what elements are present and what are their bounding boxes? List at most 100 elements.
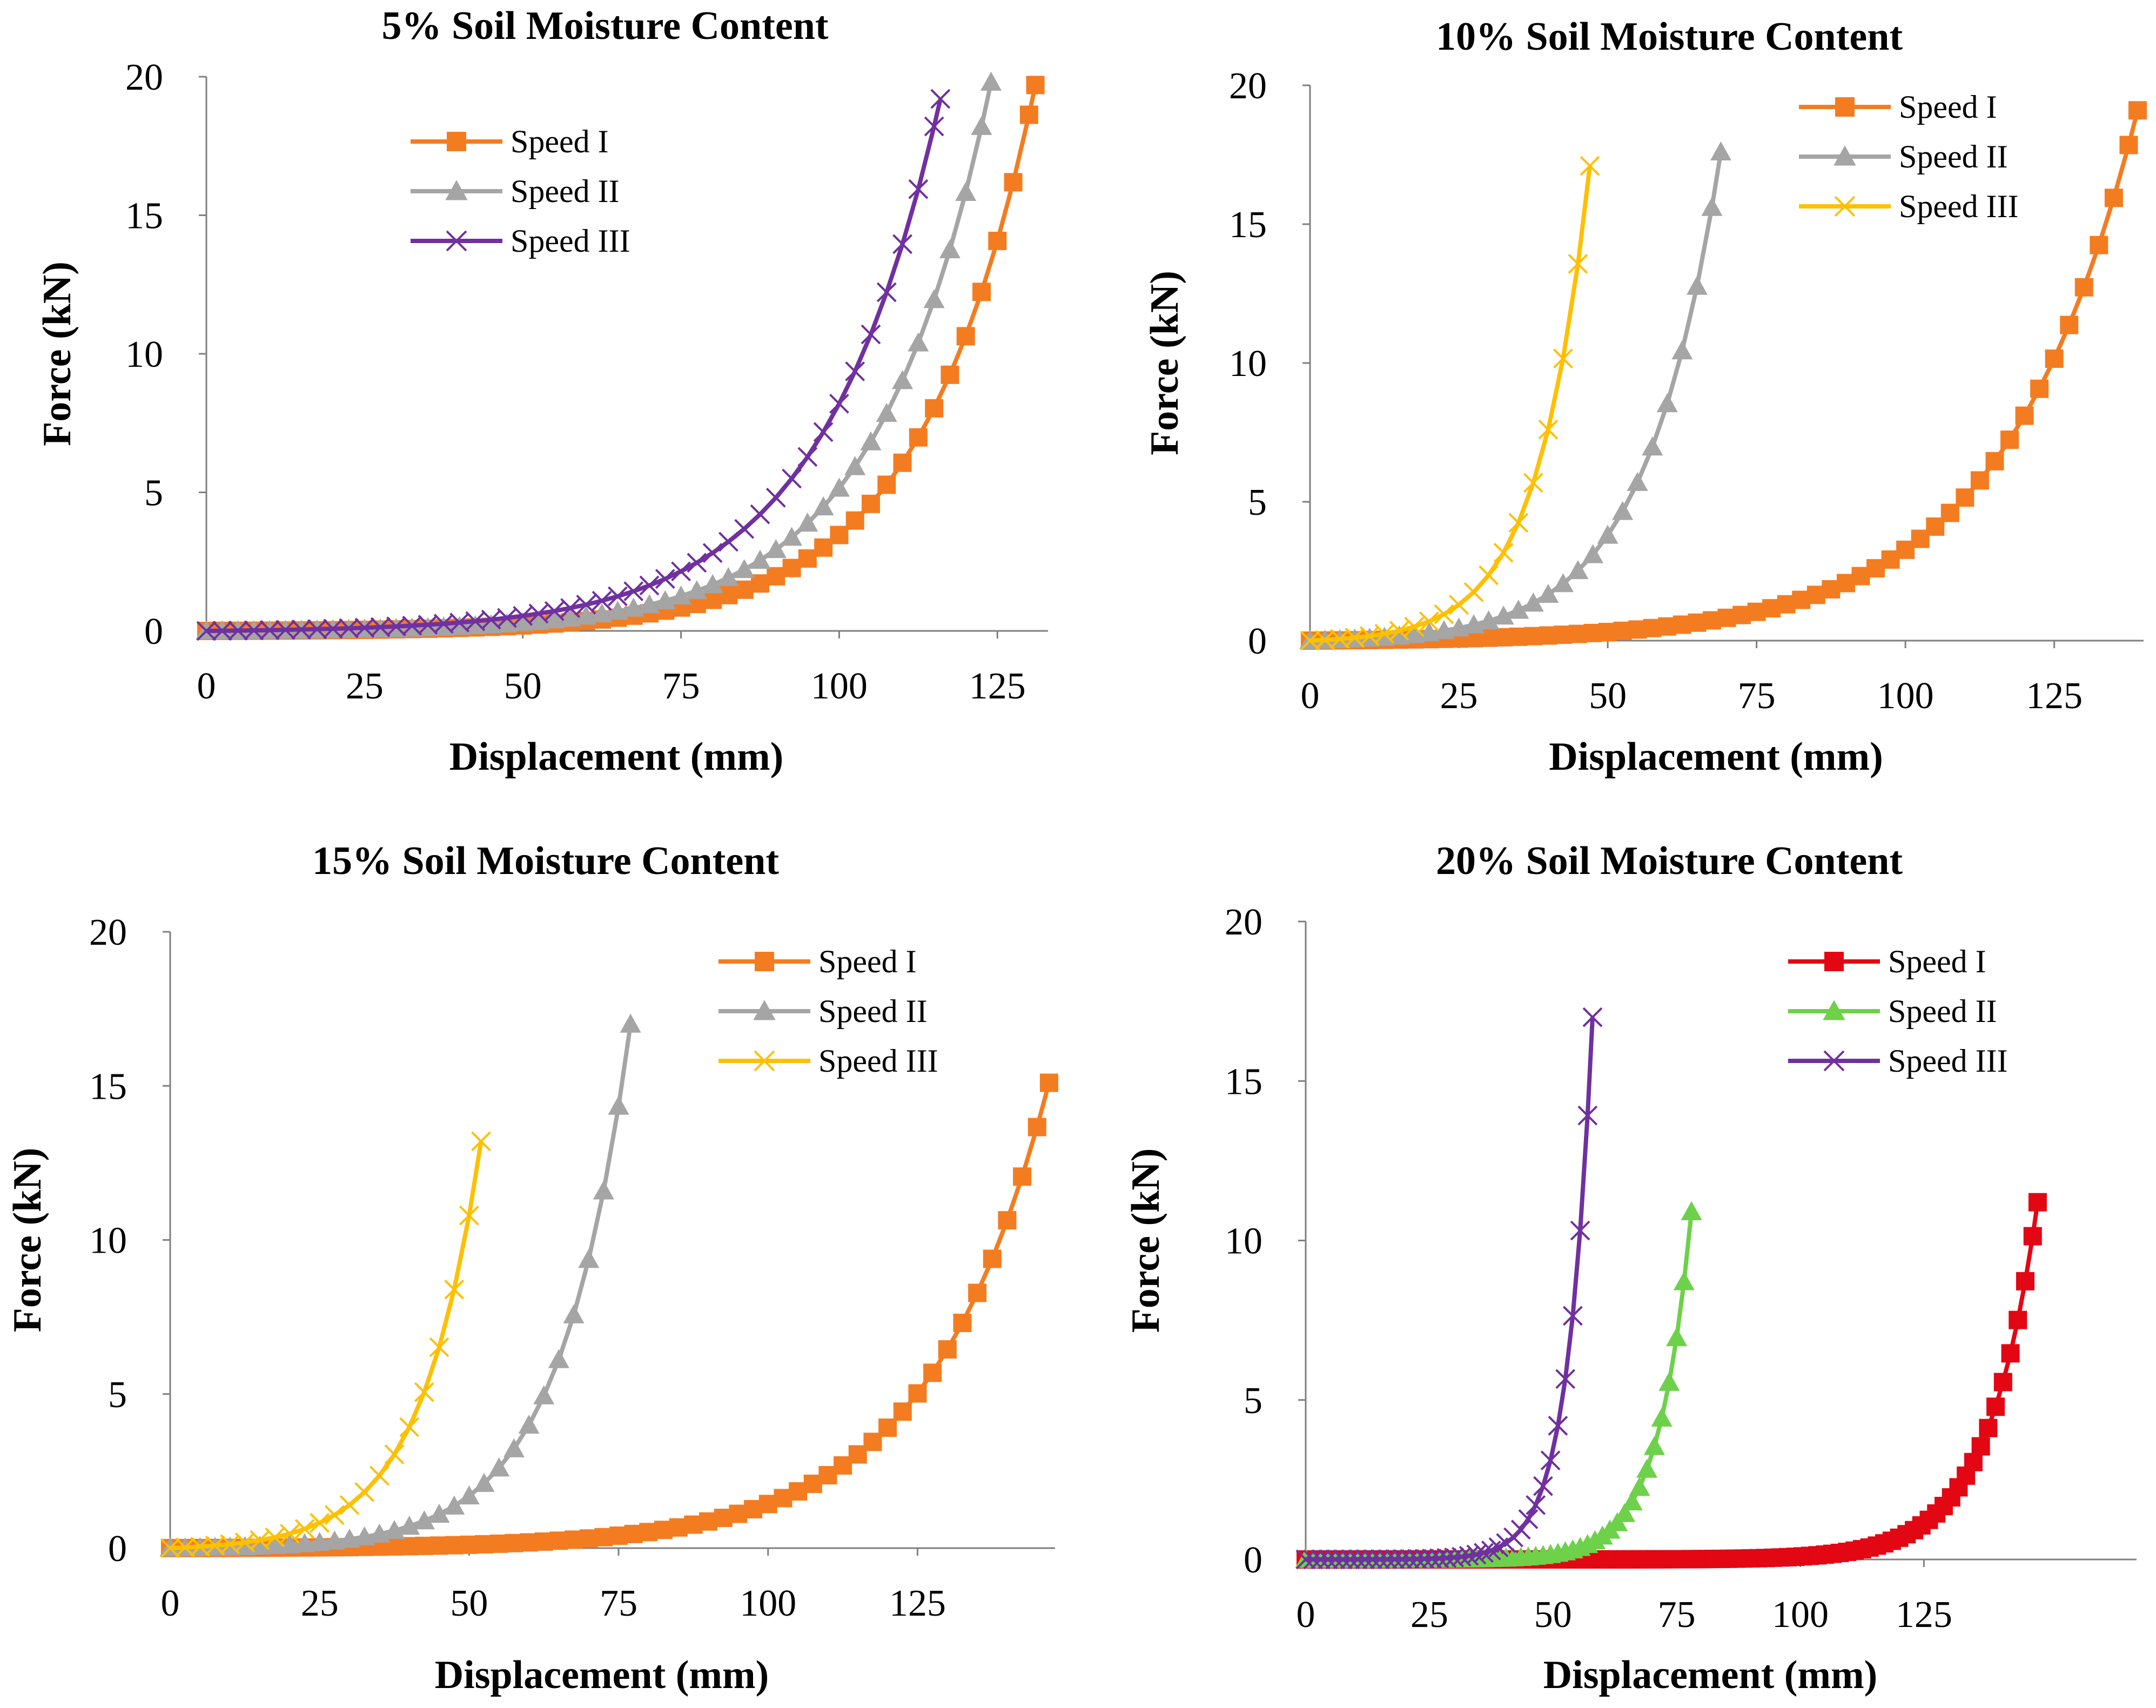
data-point (497, 608, 517, 628)
data-point (264, 1535, 286, 1554)
data-point (983, 1249, 1002, 1268)
data-point (749, 549, 771, 569)
data-point (1385, 1549, 1405, 1570)
data-point (2045, 349, 2064, 368)
data-point (1026, 76, 1045, 95)
data-point (548, 1349, 569, 1368)
data-point (1325, 1549, 1346, 1570)
data-point (717, 567, 739, 587)
y-axis-title: Force (kN) (35, 261, 79, 446)
data-point (971, 116, 992, 135)
data-point (1369, 1549, 1390, 1570)
data-point (797, 447, 818, 467)
data-point (1419, 611, 1439, 631)
data-point (1403, 624, 1425, 643)
x-tick-label: 75 (662, 665, 700, 707)
data-point (175, 1537, 196, 1558)
data-point (2016, 1272, 2035, 1290)
x-tick-label: 0 (197, 665, 216, 707)
legend: Speed I Speed II Speed III (1788, 944, 2008, 1079)
data-point (1570, 1220, 1590, 1241)
data-point (781, 527, 803, 546)
data-point (1377, 1549, 1398, 1570)
y-tick-label: 15 (125, 196, 163, 237)
data-point (1295, 1549, 1316, 1570)
legend-label: Speed III (1899, 189, 2019, 224)
legend-marker (1824, 952, 1844, 971)
y-tick-label: 0 (1244, 1539, 1262, 1581)
data-point (480, 614, 502, 634)
data-point (560, 598, 580, 618)
x-tick-label: 0 (161, 1583, 180, 1624)
data-point (1013, 1167, 1032, 1186)
data-point (1508, 513, 1529, 533)
legend-label: Speed II (1899, 139, 2008, 174)
data-point (294, 1519, 315, 1539)
legend-marker (754, 1050, 775, 1072)
y-tick-label: 10 (1225, 1221, 1262, 1262)
data-point (1300, 630, 1320, 651)
data-point (923, 1363, 942, 1382)
data-point (592, 590, 612, 611)
data-point (782, 468, 802, 489)
chart-panel-3: 15% Soil Moisture Content 0 5 10 15 20 0 25 50 75… (5, 839, 1058, 1697)
data-point (1434, 604, 1454, 624)
data-point (1347, 1549, 1368, 1570)
data-point (1399, 1549, 1420, 1569)
legend-marker (446, 230, 467, 252)
y-tick-label: 5 (1248, 482, 1267, 523)
data-point (782, 559, 801, 577)
data-point (797, 513, 818, 532)
x-tick-label: 125 (1896, 1594, 1952, 1636)
chart-panel-1: 5% Soil Moisture Content 0 5 10 15 20 0 25 50 75 1… (35, 4, 1048, 779)
series-1 (1301, 101, 2147, 650)
x-tick-label: 25 (346, 665, 384, 707)
data-point (458, 1485, 480, 1505)
data-point (1956, 488, 1974, 507)
legend: Speed I Speed II Speed III (718, 944, 938, 1079)
data-point (1039, 1073, 1058, 1092)
data-point (1686, 275, 1708, 295)
data-point (1621, 1491, 1643, 1511)
data-point (2119, 136, 2138, 154)
data-point (384, 1444, 405, 1464)
data-point (1710, 141, 1732, 160)
data-point (575, 606, 597, 625)
data-point (1027, 1118, 1046, 1137)
data-point (735, 580, 754, 599)
data-point (369, 1465, 389, 1486)
data-point (876, 402, 897, 422)
data-point (324, 1505, 345, 1525)
data-point (1971, 1437, 1990, 1456)
data-point (686, 580, 708, 600)
data-point (980, 71, 1002, 91)
data-point (1526, 1495, 1546, 1515)
data-point (518, 1414, 540, 1434)
data-point (279, 1523, 300, 1544)
x-tick-label: 0 (1297, 1594, 1315, 1636)
data-point (1582, 1007, 1603, 1027)
legend: Speed I Speed II Speed III (411, 124, 630, 259)
data-point (1518, 1509, 1539, 1529)
data-point (560, 607, 581, 627)
data-point (2128, 101, 2147, 120)
data-point (953, 1314, 972, 1333)
data-point (876, 282, 897, 302)
data-point (938, 1340, 957, 1359)
data-point (354, 1482, 375, 1502)
data-point (1643, 1436, 1665, 1455)
data-point (1538, 419, 1559, 440)
data-point (265, 1527, 285, 1548)
x-tick-label: 50 (450, 1583, 488, 1624)
data-point (1478, 610, 1500, 630)
data-point (459, 1205, 479, 1226)
data-point (968, 1283, 987, 1302)
data-point (576, 594, 596, 615)
x-tick-label: 50 (1534, 1594, 1572, 1636)
data-point (1979, 1418, 1998, 1437)
data-point (814, 538, 833, 557)
data-point (988, 231, 1007, 250)
data-point (1374, 627, 1395, 646)
data-point (925, 399, 944, 418)
data-point (765, 487, 786, 508)
